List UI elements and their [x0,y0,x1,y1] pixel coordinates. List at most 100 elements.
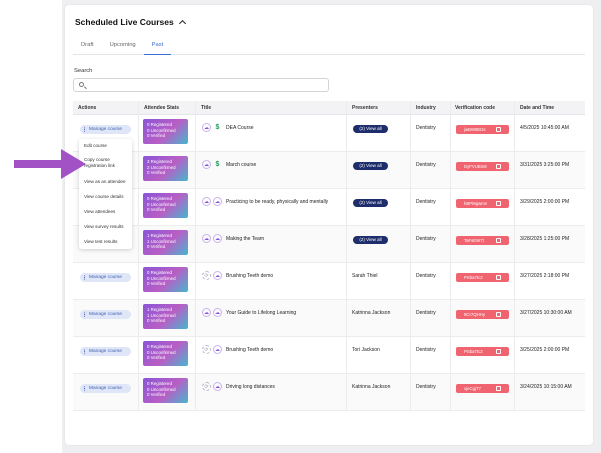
unconfirmed-count: 0 Unconfirmed [147,275,176,281]
verification-code-badge[interactable]: PSba7tc2 [456,347,509,356]
copy-icon[interactable] [496,164,501,169]
course-title: Making the Team [226,236,264,242]
col-verification-code: Verification code [455,105,496,111]
copy-icon[interactable] [496,201,501,206]
verification-code: PSba7tc2 [464,349,483,354]
search-input[interactable] [73,78,329,92]
courses-table: Actions Attendee Stats Title Presenters … [73,101,585,411]
attendee-stats-card: 1 Registered 1 Unconfirmed 0 Verified [143,304,188,329]
col-presenters: Presenters [352,105,378,111]
manage-course-label: Manage course [89,275,123,280]
course-title: DEA Course [226,125,254,131]
course-date-time: 3/27/2025 10:30:00 AM [520,310,572,316]
registered-count: 1 Registered [147,233,172,238]
table-header: Actions Attendee Stats Title Presenters … [73,101,585,115]
copy-icon[interactable] [496,275,501,280]
verification-code-badge[interactable]: 9Cr7QHHy [456,310,509,319]
verification-code: xjeCgjT7 [464,386,481,391]
course-tabs: Draft Upcoming Past [73,37,585,55]
sync-icon: ⟳ [202,345,211,354]
menu-item-view-test-results[interactable]: View test results [84,239,118,244]
course-date-time: 3/29/2025 2:00:00 PM [520,199,570,205]
tab-upcoming[interactable]: Upcoming [109,42,136,48]
verification-code-badge[interactable]: PSba7tc2 [456,273,509,282]
course-type-icons: ☁ ☁ [202,234,222,243]
view-all-presenters-button[interactable]: (2) View all [353,162,388,170]
registered-count: 0 Registered [147,381,172,386]
col-industry: Industry [416,105,436,111]
course-title: Practicing to be ready, physically and m… [226,199,329,205]
verification-code-badge[interactable]: xjeCgjT7 [456,384,509,393]
tab-draft[interactable]: Draft [81,42,94,48]
manage-course-button[interactable]: Manage course [80,347,131,356]
view-all-presenters-button[interactable]: (2) View all [353,236,388,244]
chevron-up-icon[interactable] [178,19,186,27]
menu-item-view-course-details[interactable]: View course details [84,194,124,199]
manage-course-button[interactable]: Manage course [80,273,131,282]
menu-item-edit-course[interactable]: Edit course [84,143,107,148]
industry: Dentistry [416,162,436,168]
brain-icon: ☁ [213,197,222,206]
view-all-presenters-button[interactable]: (2) View all [353,125,388,133]
registered-count: 3 Registered [147,159,172,164]
registered-count: 0 Registered [147,344,172,349]
brain-icon: ☁ [202,123,211,132]
course-type-icons: ☁ $ [202,123,222,132]
brain-icon: ☁ [202,160,211,169]
column-divider [138,101,139,411]
copy-icon[interactable] [496,386,501,391]
course-date-time: 3/25/2025 2:00:00 PM [520,347,570,353]
manage-course-button[interactable]: Manage course [80,384,131,393]
presenter-name: Katrinna Jackson [352,384,391,390]
industry: Dentistry [416,347,436,353]
registered-count: 0 Registered [147,196,172,201]
column-divider [410,101,411,411]
verification-code-badge[interactable]: jwBW8EDs [456,125,509,134]
view-all-presenters-button[interactable]: (2) View all [353,199,388,207]
verification-code-badge[interactable]: TaFsEW7t [456,236,509,245]
kebab-icon [84,386,86,391]
copy-icon[interactable] [496,312,501,317]
menu-item-view-survey-results[interactable]: View survey results [84,224,124,229]
attendee-stats-card: 3 Registered 2 Unconfirmed 0 Verified [143,156,188,181]
verified-count: 0 Verified [147,318,166,324]
industry: Dentistry [416,384,436,390]
menu-item-copy-registration-link[interactable]: Copy course registration link [84,157,115,168]
course-date-time: 4/5/2025 10:45:00 AM [520,125,569,131]
manage-course-label: Manage course [89,349,123,354]
attendee-stats-card: 1 Registered 1 Unconfirmed 0 Verified [143,230,188,255]
tab-past[interactable]: Past [143,37,172,55]
panel-header[interactable]: Scheduled Live Courses [75,17,186,27]
verification-code: DyFVUBm8 [464,164,487,169]
kebab-icon [84,349,86,354]
registered-count: 0 Registered [147,122,172,127]
verification-code-badge[interactable]: DyFVUBm8 [456,162,509,171]
copy-icon[interactable] [496,127,501,132]
sync-icon: ⟳ [202,271,211,280]
verification-code-badge[interactable]: hBPMgwmn [456,199,509,208]
brain-icon: ☁ [213,382,222,391]
manage-course-button[interactable]: Manage course [80,125,131,134]
course-title: Brushing Teeth demo [226,273,274,279]
unconfirmed-count: 0 Unconfirmed [147,127,176,133]
manage-course-button[interactable]: Manage course [80,310,131,319]
verified-count: 0 Verified [147,133,166,139]
menu-item-view-attendees[interactable]: View attendees [84,209,116,214]
copy-icon[interactable] [496,238,501,243]
copy-icon[interactable] [496,349,501,354]
sync-icon: ⟳ [202,382,211,391]
verified-count: 0 Verified [147,281,166,287]
menu-item-view-as-attendee[interactable]: View as an attendee [84,179,126,184]
kebab-icon [84,127,86,132]
verification-code: PSba7tc2 [464,275,483,280]
registered-count: 0 Registered [147,270,172,275]
unconfirmed-count: 1 Unconfirmed [147,312,176,318]
presenter-name: Katrinna Jackson [352,310,391,316]
attendee-stats-card: 0 Registered 0 Unconfirmed 0 Verified [143,341,188,366]
course-title: Driving long distances [226,384,275,390]
course-date-time: 3/27/2025 2:18:00 PM [520,273,570,279]
course-type-icons: ⟳ ☁ [202,271,222,280]
attendee-stats-card: 0 Registered 0 Unconfirmed 0 Verified [143,267,188,292]
verified-count: 0 Verified [147,355,166,361]
